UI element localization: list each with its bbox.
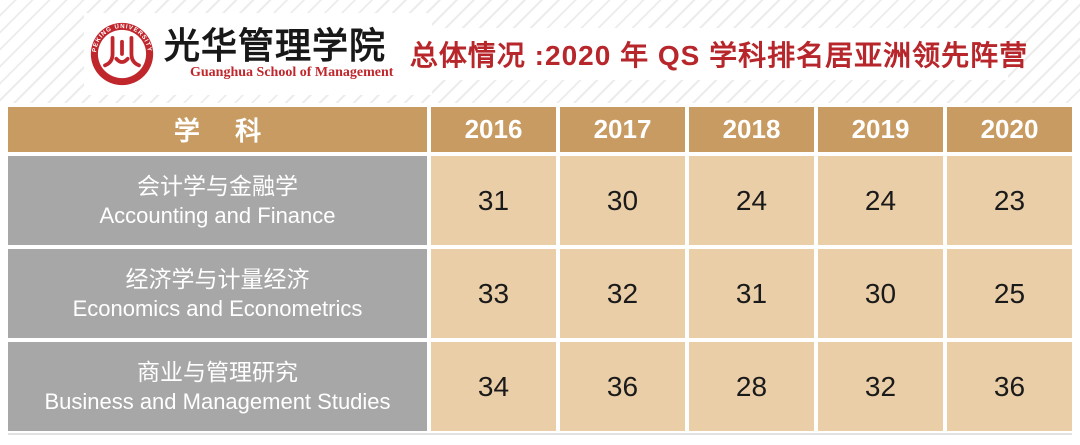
rank-value: 32 xyxy=(818,342,943,431)
row-label-cn: 商业与管理研究 xyxy=(137,358,298,385)
column-header-subject: 学 科 xyxy=(8,107,427,152)
rank-value: 36 xyxy=(947,342,1072,431)
svg-text:1898: 1898 xyxy=(110,69,135,78)
guanghua-logo: PEKING UNIVERSITY 1898 光华管理学院 Guanghua S… xyxy=(84,13,432,95)
rank-value: 24 xyxy=(818,156,943,245)
rank-value: 30 xyxy=(818,249,943,338)
page-title: 总体情况 :2020 年 QS 学科排名居亚洲领先阵营 xyxy=(409,40,1029,71)
row-label-cn: 经济学与计量经济 xyxy=(125,265,310,292)
row-label-cn: 会计学与金融学 xyxy=(137,172,298,199)
column-header-2016: 2016 xyxy=(431,107,556,152)
rank-value: 25 xyxy=(947,249,1072,338)
banner-striped-background: PEKING UNIVERSITY 1898 光华管理学院 Guanghua S… xyxy=(0,0,1080,103)
rank-value: 36 xyxy=(560,342,685,431)
rank-value: 31 xyxy=(431,156,556,245)
qs-ranking-table: 学 科 2016 2017 2018 2019 2020 会计学与金融学 Acc… xyxy=(8,107,1072,433)
rank-value: 30 xyxy=(560,156,685,245)
rank-value: 34 xyxy=(431,342,556,431)
rank-value: 23 xyxy=(947,156,1072,245)
row-label-en: Business and Management Studies xyxy=(44,388,391,414)
row-label-business-management: 商业与管理研究 Business and Management Studies xyxy=(8,342,427,431)
title-box: 总体情况 :2020 年 QS 学科排名居亚洲领先阵营 xyxy=(410,28,1027,80)
row-label-economics-econometrics: 经济学与计量经济 Economics and Econometrics xyxy=(8,249,427,338)
rank-value: 32 xyxy=(560,249,685,338)
rank-value: 33 xyxy=(431,249,556,338)
column-header-2019: 2019 xyxy=(818,107,943,152)
column-header-2018: 2018 xyxy=(689,107,814,152)
pku-seal-icon: PEKING UNIVERSITY 1898 xyxy=(90,22,154,86)
row-label-en: Accounting and Finance xyxy=(99,202,336,228)
logo-name-chinese: 光华管理学院 xyxy=(164,25,387,67)
logo-name-english: Guanghua School of Management xyxy=(190,65,394,80)
row-label-accounting-finance: 会计学与金融学 Accounting and Finance xyxy=(8,156,427,245)
rank-value: 28 xyxy=(689,342,814,431)
column-header-2017: 2017 xyxy=(560,107,685,152)
rank-value: 31 xyxy=(689,249,814,338)
table-bottom-edge xyxy=(8,433,1072,435)
column-header-2020: 2020 xyxy=(947,107,1072,152)
row-label-en: Economics and Econometrics xyxy=(72,295,363,321)
rank-value: 24 xyxy=(689,156,814,245)
